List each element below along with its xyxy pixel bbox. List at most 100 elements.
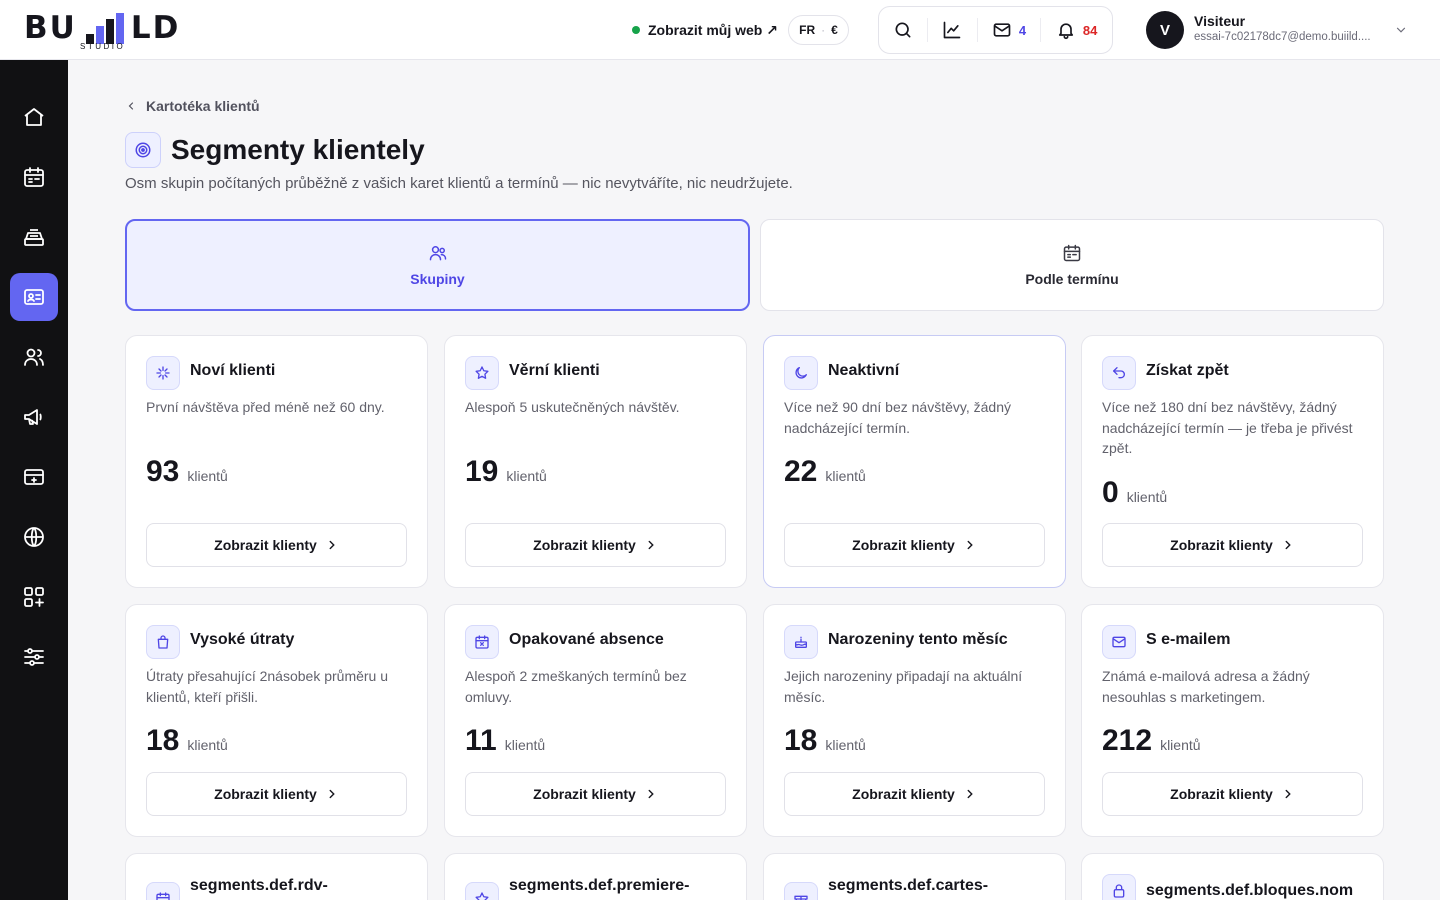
show-clients-label: Zobrazit klienty	[214, 537, 317, 553]
segment-count-unit: klientů	[187, 737, 228, 753]
show-clients-button[interactable]: Zobrazit klienty	[1102, 772, 1363, 816]
globe-icon	[24, 527, 44, 547]
sidebar-item-cash-register[interactable]	[10, 213, 58, 261]
segment-description: Útraty přesahující 2násobek průměru u kl…	[146, 668, 389, 705]
show-clients-button[interactable]: Zobrazit klienty	[784, 523, 1045, 567]
segment-count-unit: klientů	[825, 737, 866, 753]
segment-description: Více než 90 dní bez návštěvy, žádný nadc…	[784, 399, 1011, 436]
segment-card-new-clients: Noví klienti První návštěva před méně ne…	[125, 335, 428, 588]
calendar-x-icon	[475, 635, 489, 649]
segment-icon-badge	[465, 356, 499, 390]
segment-count: 19 klientů	[465, 455, 547, 489]
sidebar-item-calendar[interactable]	[10, 153, 58, 201]
star-icon	[475, 366, 489, 379]
online-status-dot	[632, 26, 640, 34]
sidebar-item-team[interactable]	[10, 333, 58, 381]
segment-icon-badge	[465, 882, 499, 900]
user-email: essai-7c02178dc7@demo.buiild....	[1194, 31, 1371, 43]
segment-card-blocked: segments.def.bloques.nom	[1081, 853, 1384, 900]
segment-title: segments.def.rdv-	[190, 877, 328, 894]
currency-symbol: €	[831, 23, 838, 37]
segment-count-unit: klientů	[825, 468, 866, 484]
segment-description: Alespoň 5 uskutečněných návštěv.	[465, 399, 680, 415]
segment-card-inactive: Neaktivní Více než 90 dní bez návštěvy, …	[763, 335, 1066, 588]
chevron-right-icon	[329, 540, 335, 550]
notifications-button[interactable]: 84	[1040, 18, 1112, 42]
sidebar-item-website[interactable]	[10, 513, 58, 561]
segment-card-win-back: Získat zpět Více než 180 dní bez návštěv…	[1081, 335, 1384, 588]
calendar-icon	[1063, 244, 1081, 262]
segment-card-high-spenders: Vysoké útraty Útraty přesahující 2násobe…	[125, 604, 428, 837]
locale-switcher[interactable]: FR · €	[788, 15, 849, 45]
sparkle-icon	[156, 366, 170, 380]
logo-wordmark: BU LD	[24, 10, 181, 46]
user-menu[interactable]: V Visiteur essai-7c02178dc7@demo.buiild.…	[1146, 10, 1416, 50]
sidebar-item-payments[interactable]	[10, 453, 58, 501]
sidebar-item-apps[interactable]	[10, 573, 58, 621]
statistics-button[interactable]	[926, 18, 977, 42]
sidebar-item-settings[interactable]	[10, 633, 58, 681]
calendar-icon	[156, 892, 170, 900]
chevron-right-icon	[648, 540, 654, 550]
tab-groups[interactable]: Skupiny	[125, 219, 750, 311]
chevron-right-icon	[329, 789, 335, 799]
sidebar-item-home[interactable]	[10, 93, 58, 141]
segment-icon-badge	[1102, 356, 1136, 390]
cake-icon	[795, 636, 807, 648]
show-clients-label: Zobrazit klienty	[533, 537, 636, 553]
segment-description: Alespoň 2 zmeškaných termínů bez omluvy.	[465, 668, 687, 705]
chevron-right-icon	[967, 540, 973, 550]
show-clients-button[interactable]: Zobrazit klienty	[1102, 523, 1363, 567]
segment-title: Získat zpět	[1146, 362, 1229, 379]
search-button[interactable]	[879, 7, 927, 53]
logo-subtitle: STUDIO	[80, 42, 126, 51]
chevron-right-icon	[967, 789, 973, 799]
segment-count-value: 93	[146, 455, 180, 488]
page-title: Segmenty klientely	[171, 134, 425, 165]
segment-card-gift-cards: segments.def.cartes-	[763, 853, 1066, 900]
segment-title: segments.def.cartes-	[828, 877, 989, 894]
segment-count-unit: klientů	[1160, 737, 1201, 753]
segment-title: segments.def.premiere-	[509, 877, 690, 894]
segment-icon-badge	[784, 882, 818, 900]
tab-groups-label: Skupiny	[410, 271, 465, 287]
view-website-link[interactable]: Zobrazit můj web ↗	[632, 18, 778, 42]
tab-by-appointment[interactable]: Podle termínu	[760, 219, 1384, 311]
build-studio-logo[interactable]: BU LD STUDIO	[24, 8, 184, 52]
header-toolbar: 4 84	[878, 6, 1113, 54]
home-icon	[24, 108, 44, 126]
sidebar-item-clients[interactable]	[10, 273, 58, 321]
show-clients-button[interactable]: Zobrazit klienty	[465, 772, 726, 816]
segment-card-no-shows: Opakované absence Alespoň 2 zmeškaných t…	[444, 604, 747, 837]
star-icon	[475, 892, 489, 900]
segment-card-first-visit: segments.def.premiere-	[444, 853, 747, 900]
megaphone-icon	[24, 409, 42, 425]
segment-icon-badge	[146, 882, 180, 900]
show-clients-button[interactable]: Zobrazit klienty	[784, 772, 1045, 816]
segment-count-value: 18	[146, 724, 180, 757]
show-clients-button[interactable]: Zobrazit klienty	[465, 523, 726, 567]
target-icon	[135, 142, 151, 158]
chevron-down-icon	[1396, 27, 1406, 33]
sidebar-item-marketing[interactable]	[10, 393, 58, 441]
breadcrumb[interactable]: Kartotéka klientů	[125, 98, 260, 114]
users-icon	[429, 246, 446, 261]
chevron-right-icon	[648, 789, 654, 799]
messages-button[interactable]: 4	[976, 18, 1041, 42]
show-clients-button[interactable]: Zobrazit klienty	[146, 523, 407, 567]
lock-icon	[1113, 884, 1125, 898]
notifications-count: 84	[1082, 22, 1098, 38]
segment-count-unit: klientů	[506, 468, 547, 484]
show-clients-button[interactable]: Zobrazit klienty	[146, 772, 407, 816]
segment-count-value: 0	[1102, 476, 1119, 509]
gift-icon	[794, 895, 808, 900]
calendar-icon	[24, 167, 44, 187]
sidebar	[0, 60, 68, 900]
show-clients-label: Zobrazit klienty	[214, 786, 317, 802]
segment-count: 22 klientů	[784, 455, 866, 489]
segment-card-with-email: S e-mailem Známá e-mailová adresa a žádn…	[1081, 604, 1384, 837]
user-name: Visiteur	[1194, 13, 1246, 29]
mail-icon	[1112, 636, 1126, 648]
avatar: V	[1146, 11, 1184, 49]
segment-count-value: 212	[1102, 724, 1153, 757]
